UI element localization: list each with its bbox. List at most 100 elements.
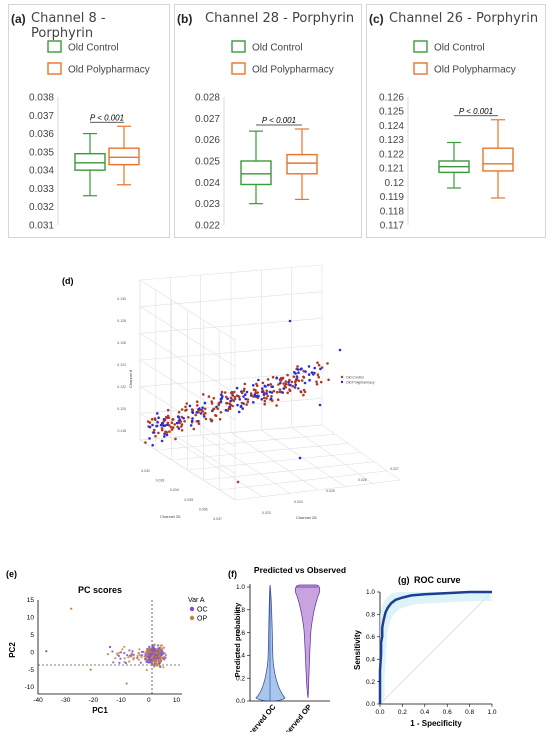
legend-swatch-b-1 [231,62,246,75]
e-point [128,649,131,652]
d-point [296,365,299,368]
e-point [162,657,165,660]
d-point [244,397,247,401]
d-point [217,401,221,405]
d-point [317,363,321,367]
e-point [148,653,151,656]
e-point [127,656,130,659]
e-ytick-4: -5 [28,667,34,674]
e-point [151,663,154,666]
panel-b: (b) Channel 28 - Porphyrin [174,4,362,238]
panel-g-ylabel: Sensitivity [353,629,362,670]
d-point [287,380,290,384]
d-ytick-0: 0.023 [262,511,271,515]
e-point [152,644,155,647]
d-point [177,427,181,430]
box-iqr-b-0 [240,160,272,186]
e-point [124,662,128,665]
box-charts: Old Control Old Polypharmacy 0.038 0.037 0.0… [29,40,516,232]
d-point [203,401,207,405]
d-point [297,379,301,383]
d-point [180,408,184,411]
d-point [282,387,286,390]
d-point [290,380,294,384]
d-point [302,375,305,379]
e-point [123,652,126,655]
d-point [291,384,295,388]
e-point [147,658,150,661]
d-point [275,390,279,394]
d-point [166,421,170,425]
d-point-outlier [298,456,302,460]
d-point [292,375,296,379]
f-ytick-1: 0.8 [236,607,245,614]
d-point [284,382,288,386]
e-point [147,648,150,651]
d-point [220,390,224,394]
ytick-b-2: 0.026 [195,135,220,146]
legend-dot-op [189,615,195,621]
d-point [185,408,188,412]
panel-e-legend-oc: OC [197,607,208,614]
d-side-grid-h-6 [139,439,236,501]
d-point [198,407,201,410]
d-point [252,384,255,387]
e-xtick-2: -20 [89,697,99,704]
e-point [156,654,160,657]
d-point [319,367,322,371]
d-point [219,411,223,414]
e-point [140,656,143,659]
e-ytick-2: 5 [30,632,34,639]
box-c-0 [438,141,470,189]
e-point [162,666,165,669]
violin-observed-op [294,584,321,699]
d-point [229,399,232,403]
panel-f-cat-op: Observed OP [276,703,313,732]
d-point [264,385,267,388]
d-point [261,387,264,390]
panel-e-xlabel: PC1 [92,706,108,715]
e-point [164,654,168,657]
d-point [163,435,166,438]
panel-g-roc: (g) ROC curve 0.0 0.2 0.4 0.6 0.8 1.00.00.20.… [353,575,497,728]
d-point [153,417,157,420]
pvalue-text-b: P < 0.001 [262,116,296,125]
d-point [152,431,156,434]
d-point [302,388,306,392]
d-point [237,410,241,414]
d-point [265,392,268,395]
d-point [163,424,167,427]
e-point-outlier [108,645,112,649]
d-point [281,391,285,394]
e-point-outlier [89,668,92,671]
ytick-a-7: 0.031 [29,221,54,232]
d-point [278,388,282,391]
d-point [271,385,275,389]
ytick-c-4: 0.122 [379,149,404,160]
d-point [293,381,297,384]
d-point [210,400,213,403]
d-point [170,421,174,425]
d-point [252,395,255,398]
e-point [119,657,122,660]
d-point [216,407,219,411]
d-point [219,400,223,403]
panel-e-label: (e) [6,569,17,579]
e-point [154,663,157,666]
e-point-outlier [125,682,128,685]
d-point [262,396,266,400]
d-point [260,398,264,401]
panel-g-label: (g) [398,575,410,585]
d-point [223,391,227,394]
e-point [123,645,126,648]
panel-c-title: Channel 26 - Porphyrin [389,11,539,26]
d-point [253,393,257,397]
d-point [180,423,184,426]
legend-swatch-b-0 [231,40,246,53]
d-point [275,404,278,407]
d-point [307,365,311,368]
e-point [161,647,164,650]
e-point [162,646,166,649]
d-point [183,420,186,423]
